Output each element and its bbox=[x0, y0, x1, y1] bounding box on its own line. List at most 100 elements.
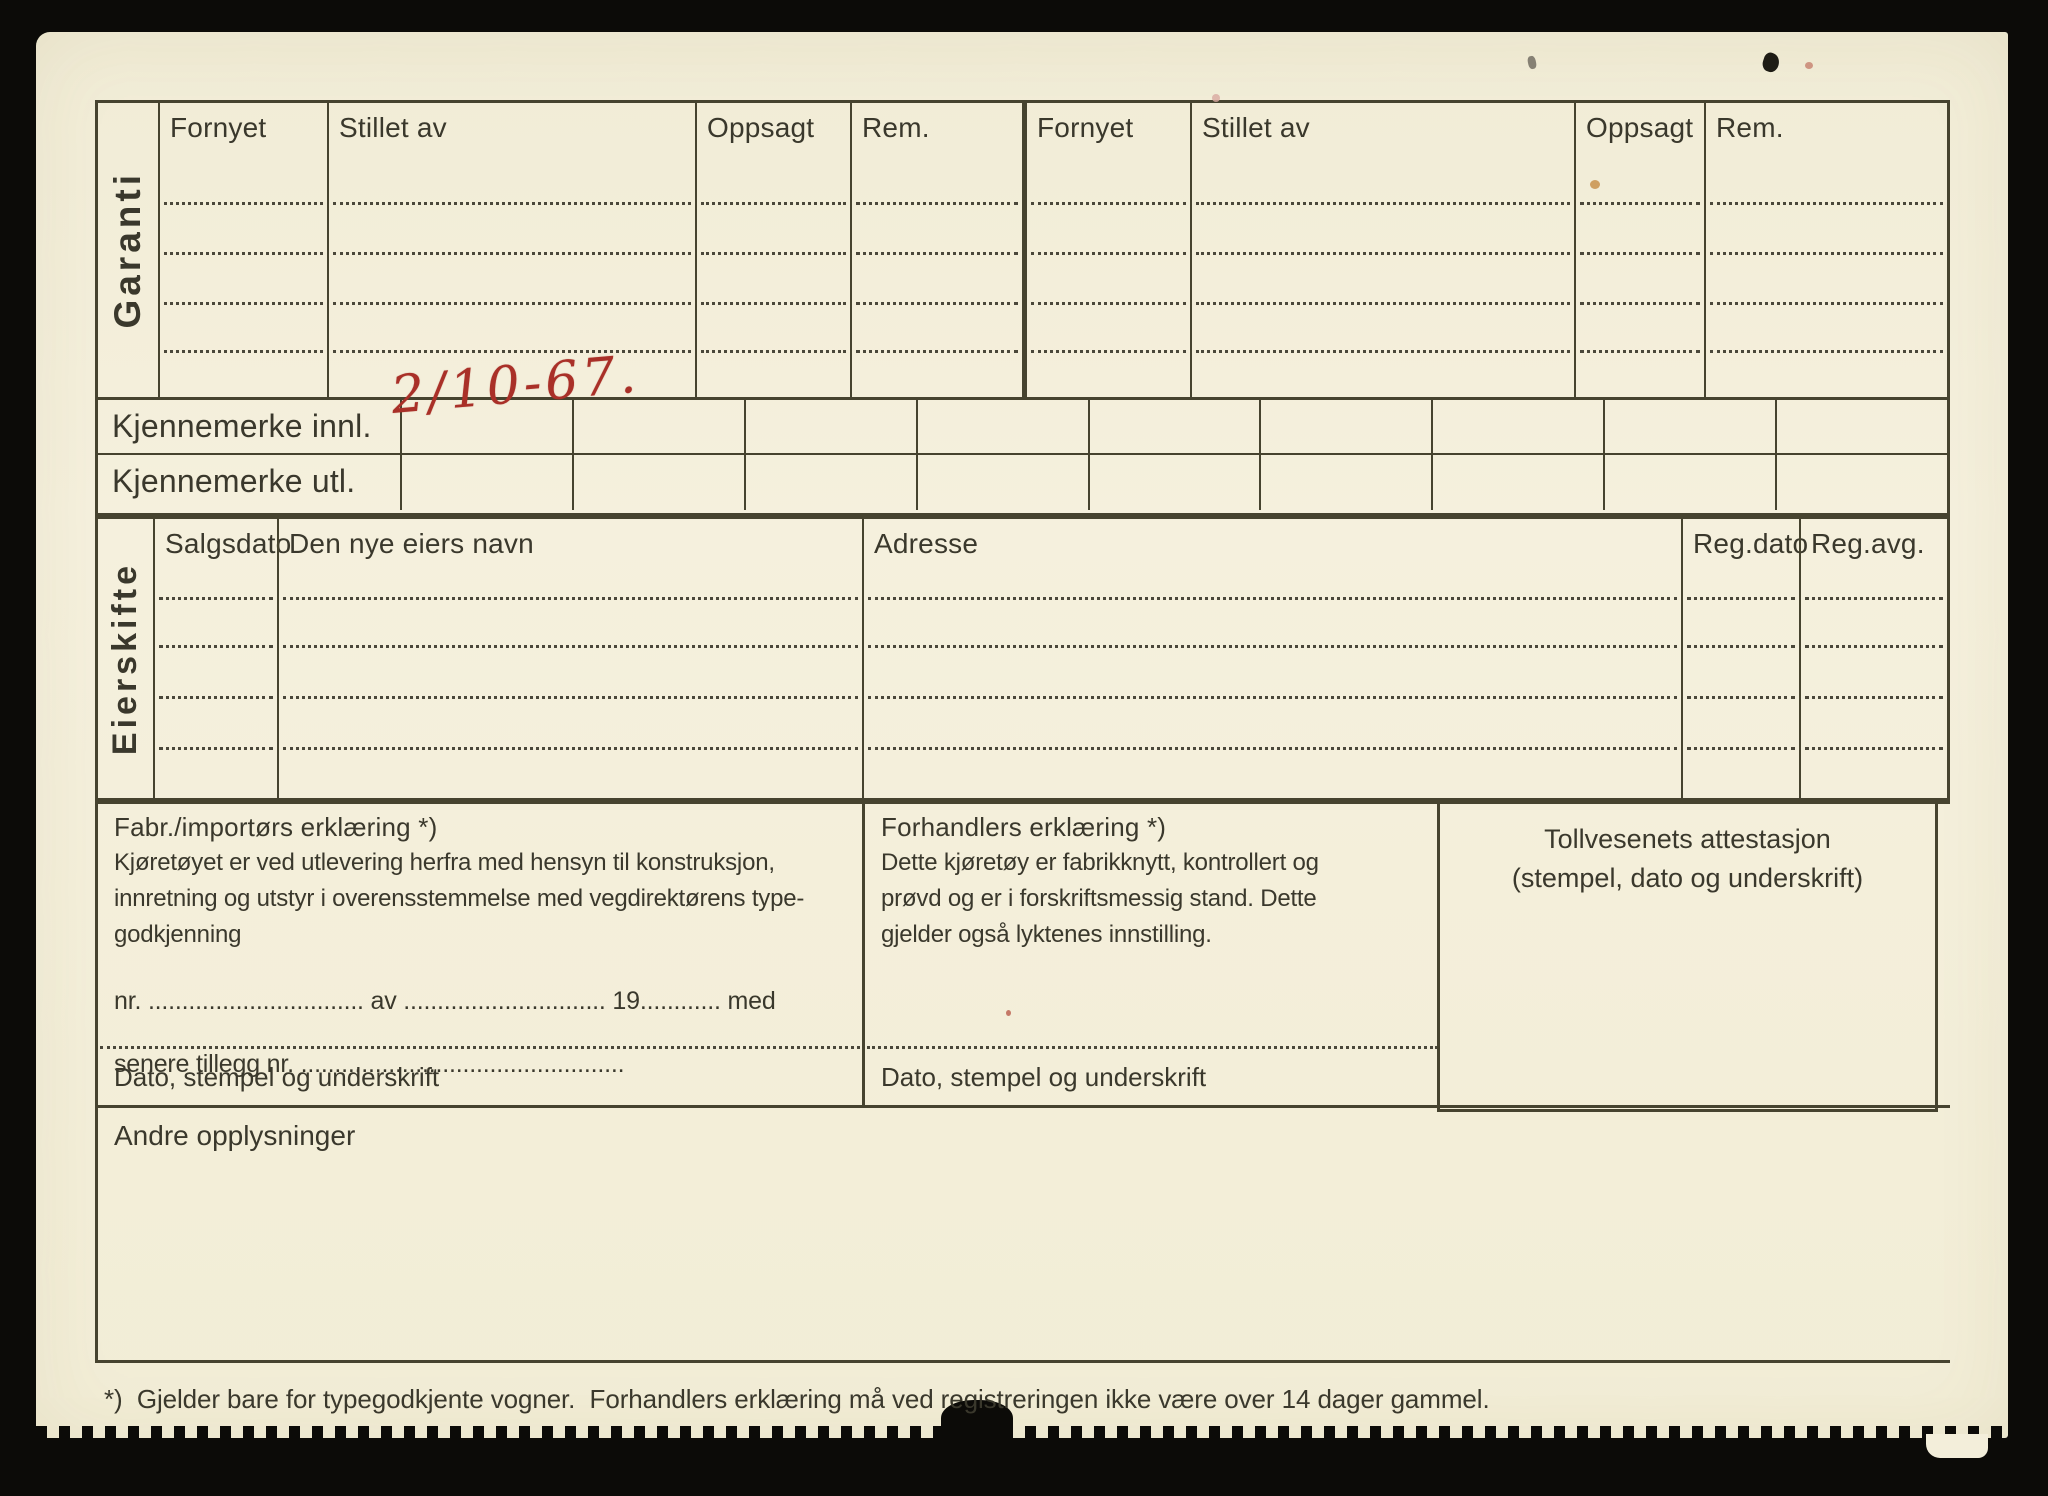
garanti-col-rem-1: Rem. bbox=[850, 103, 1022, 397]
eierskifte-rotated-label: Eierskifte bbox=[106, 561, 144, 756]
garanti-col-oppsagt-1: Oppsagt bbox=[695, 103, 850, 397]
date-cell bbox=[1603, 400, 1775, 453]
eierskifte-col-regdato: Reg.dato bbox=[1681, 519, 1808, 798]
date-cell bbox=[1775, 400, 1947, 453]
garanti-col-rem-2: Rem. bbox=[1704, 103, 1947, 397]
column-header: Fornyet bbox=[170, 112, 267, 143]
eierskifte-col-salgsdato: Salgsdato bbox=[153, 519, 291, 798]
dotted-writing-line bbox=[333, 302, 691, 305]
dotted-writing-line bbox=[701, 350, 846, 353]
dotted-writing-line bbox=[1196, 302, 1570, 305]
column-header: Den nye eiers navn bbox=[289, 528, 534, 559]
perforated-bottom-edge bbox=[36, 1426, 2008, 1439]
dotted-writing-line bbox=[856, 350, 1018, 353]
column-header: Stillet av bbox=[1202, 112, 1310, 143]
dotted-writing-line bbox=[1687, 597, 1795, 600]
dotted-writing-line bbox=[1580, 302, 1700, 305]
date-cell bbox=[1259, 400, 1431, 453]
eierskifte-section-label-cell: Eierskifte bbox=[98, 519, 153, 798]
column-header: Oppsagt bbox=[1586, 112, 1694, 143]
dotted-writing-line bbox=[164, 202, 323, 205]
dotted-writing-line bbox=[1031, 202, 1186, 205]
kjennemerke-section: Kjennemerke innl. Kjennemerke utl. bbox=[95, 400, 1950, 516]
column-header: Rem. bbox=[862, 112, 930, 143]
column-header: Adresse bbox=[874, 528, 979, 559]
dotted-writing-line bbox=[856, 302, 1018, 305]
signature-label: Dato, stempel og underskrift bbox=[114, 1062, 440, 1092]
dotted-writing-line bbox=[1196, 202, 1570, 205]
date-cell bbox=[915, 400, 1088, 453]
garanti-rotated-label: Garanti bbox=[107, 171, 148, 329]
dotted-writing-line bbox=[868, 747, 1677, 750]
row-label: Kjennemerke utl. bbox=[112, 463, 356, 499]
date-cell bbox=[400, 455, 572, 510]
dotted-writing-line bbox=[1710, 302, 1943, 305]
date-cell bbox=[915, 455, 1088, 510]
dotted-writing-line bbox=[701, 202, 846, 205]
dotted-writing-line bbox=[1710, 350, 1943, 353]
dotted-writing-line bbox=[1805, 597, 1943, 600]
dotted-writing-line bbox=[333, 350, 691, 353]
dealer-declaration-title: Forhandlers erklæring *) bbox=[881, 812, 1167, 842]
dotted-writing-line bbox=[856, 202, 1018, 205]
footnote: *) Gjelder bare for typegodkjente vogner… bbox=[104, 1384, 1490, 1414]
garanti-col-fornyet-2: Fornyet bbox=[1022, 103, 1190, 397]
eierskifte-col-adresse: Adresse bbox=[862, 519, 1681, 798]
dotted-writing-line bbox=[159, 747, 273, 750]
date-cell bbox=[571, 455, 744, 510]
date-cell bbox=[1259, 455, 1431, 510]
signature-dotted-line bbox=[100, 1046, 860, 1049]
garanti-col-fornyet-1: Fornyet bbox=[158, 103, 327, 397]
date-cell bbox=[743, 455, 916, 510]
other-information-label: Andre opplysninger bbox=[114, 1120, 356, 1151]
dotted-writing-line bbox=[1196, 350, 1570, 353]
dotted-writing-line bbox=[1805, 747, 1943, 750]
column-header: Salgsdato bbox=[165, 528, 292, 559]
date-cell bbox=[571, 400, 744, 453]
dotted-writing-line bbox=[1710, 202, 1943, 205]
dotted-writing-line bbox=[283, 696, 858, 699]
eierskifte-section: Eierskifte Salgsdato Den nye eiers navn … bbox=[95, 516, 1950, 801]
row-label: Kjennemerke innl. bbox=[112, 408, 372, 444]
column-header: Reg.avg. bbox=[1811, 528, 1925, 559]
date-cell bbox=[1087, 400, 1260, 453]
dotted-writing-line bbox=[1687, 696, 1795, 699]
dotted-writing-line bbox=[1687, 645, 1795, 648]
customs-attestation-subtitle: (stempel, dato og underskrift) bbox=[1511, 863, 1864, 894]
garanti-col-oppsagt-2: Oppsagt bbox=[1574, 103, 1704, 397]
dotted-writing-line bbox=[868, 696, 1677, 699]
dotted-writing-line bbox=[159, 696, 273, 699]
eierskifte-col-regavg: Reg.avg. bbox=[1799, 519, 1947, 798]
column-header: Reg.dato bbox=[1693, 528, 1809, 559]
type-approval-number-line: nr. ................................ av … bbox=[114, 987, 776, 1015]
garanti-col-stillet-av-2: Stillet av bbox=[1190, 103, 1574, 397]
fabr-declaration: Fabr./importørs erklæring *) Kjøretøyet … bbox=[98, 804, 862, 1105]
rust-speck bbox=[1212, 94, 1220, 102]
customs-attestation-box: Tollvesenets attestasjon (stempel, dato … bbox=[1437, 801, 1938, 1112]
dotted-writing-line bbox=[164, 252, 323, 255]
dotted-writing-line bbox=[701, 302, 846, 305]
kjennemerke-innl-row: Kjennemerke innl. bbox=[98, 400, 1947, 455]
kjennemerke-utl-row: Kjennemerke utl. bbox=[98, 455, 1947, 510]
dotted-writing-line bbox=[1805, 696, 1943, 699]
dotted-writing-line bbox=[159, 645, 273, 648]
garanti-col-stillet-av-1: Stillet av bbox=[327, 103, 695, 397]
customs-attestation-title: Tollvesenets attestasjon bbox=[1544, 824, 1831, 854]
dotted-writing-line bbox=[283, 597, 858, 600]
torn-paper-tab bbox=[1926, 1434, 1988, 1458]
dotted-writing-line bbox=[1580, 252, 1700, 255]
dotted-writing-line bbox=[1031, 350, 1186, 353]
ink-speck bbox=[1805, 62, 1813, 69]
signature-label: Dato, stempel og underskrift bbox=[881, 1062, 1207, 1092]
column-header: Oppsagt bbox=[707, 112, 815, 143]
declarations-section: Fabr./importørs erklæring *) Kjøretøyet … bbox=[95, 801, 1950, 1108]
supplement-number-line: senere tillegg nr. .....................… bbox=[114, 1050, 625, 1078]
date-cell bbox=[1087, 455, 1260, 510]
date-cell bbox=[400, 400, 572, 453]
dotted-writing-line bbox=[164, 302, 323, 305]
garanti-section: Garanti Fornyet Stillet av Oppsagt Rem. bbox=[95, 100, 1950, 400]
dealer-declaration-body: Dette kjøretøy er fabrikknytt, kontrolle… bbox=[881, 849, 1319, 948]
date-cell bbox=[1775, 455, 1947, 510]
dotted-writing-line bbox=[283, 747, 858, 750]
rust-speck bbox=[1590, 180, 1600, 189]
